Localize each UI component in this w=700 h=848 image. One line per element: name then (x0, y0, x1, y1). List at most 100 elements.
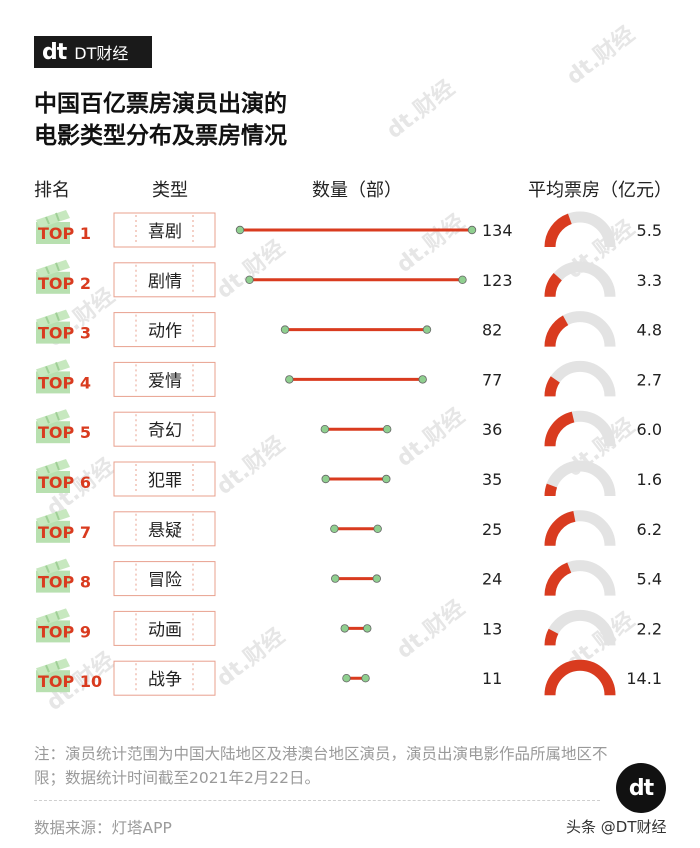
divider (34, 800, 600, 801)
rank-label: TOP 5 (38, 423, 91, 442)
rank-label: TOP 10 (38, 672, 102, 691)
clapper-stripe (45, 465, 50, 474)
genre-ticket (113, 361, 216, 397)
clapperboard-top (36, 558, 70, 577)
footnote: 注：演员统计范围为中国大陆地区及港澳台地区演员，演员出演电影作品所属地区不限；数… (34, 745, 608, 787)
chart-title: 中国百亿票房演员出演的 电影类型分布及票房情况 (34, 88, 287, 152)
clapper-stripe (55, 611, 60, 620)
gauge-track (544, 360, 616, 397)
count-value-label: 24 (482, 570, 502, 589)
avg-box-office-label: 5.5 (637, 221, 662, 240)
genre-label: 悬疑 (148, 521, 182, 541)
genre-label: 奇幻 (148, 421, 182, 441)
count-value-label: 25 (482, 520, 502, 539)
avg-box-office-label: 6.2 (637, 520, 662, 539)
genre-label: 动画 (148, 620, 182, 640)
credit: 头条 @DT财经 (566, 818, 667, 836)
clapper-stripe (55, 362, 60, 371)
gauge-track (544, 609, 616, 646)
count-bar-start-point (330, 524, 339, 533)
genre-label: 动作 (148, 322, 182, 342)
header-avg-box-office: 平均票房（亿元） (528, 180, 672, 201)
rank-label: TOP 7 (38, 523, 91, 542)
rank-label: TOP 6 (38, 473, 91, 492)
clapper-stripe (55, 461, 60, 471)
title-line-1: 中国百亿票房演员出演的 (34, 91, 287, 117)
rank-label: TOP 9 (38, 622, 91, 641)
clapper-stripe (55, 511, 60, 521)
rank-label: TOP 8 (38, 573, 91, 592)
rank-label: TOP 4 (38, 373, 91, 392)
clapperboard-icon (36, 508, 70, 543)
gauge-fill (544, 562, 572, 596)
clapperboard-body (36, 520, 70, 543)
clapper-stripe (45, 565, 50, 573)
clapperboard-top (36, 658, 70, 677)
count-value-label: 123 (482, 271, 513, 290)
clapperboard-top (36, 309, 70, 328)
clapperboard-icon (36, 359, 70, 394)
clapper-stripe (55, 561, 60, 570)
genre-ticket (113, 610, 216, 646)
genre-ticket (113, 411, 216, 447)
clapper-stripe (45, 615, 50, 623)
clapperboard-top (36, 608, 70, 627)
avg-box-office-label: 5.4 (637, 570, 662, 589)
logo-mark: dt (42, 39, 67, 65)
count-value-label: 134 (482, 221, 513, 240)
rank-label: TOP 2 (38, 274, 91, 293)
count-bar-end-point (467, 225, 477, 235)
gauge-fill (544, 315, 569, 347)
title-line-2: 电影类型分布及票房情况 (34, 123, 287, 149)
clapperboard-icon (36, 259, 70, 294)
clapper-stripe (55, 212, 60, 222)
count-bar-start-point (320, 425, 330, 434)
genre-ticket (113, 660, 216, 696)
avg-box-office-label: 1.6 (637, 470, 662, 489)
count-bar-start-point (331, 574, 340, 583)
data-source: 数据来源：灯塔APP (34, 819, 172, 837)
header-rank: 排名 (34, 180, 70, 201)
clapperboard-body (36, 222, 70, 244)
avg-box-office-label: 6.0 (637, 420, 662, 439)
count-bar-end-point (373, 524, 382, 533)
count-value-label: 11 (482, 669, 502, 688)
count-bar-end-point (372, 574, 381, 583)
clapperboard-body (36, 471, 70, 493)
clapper-stripe (45, 664, 50, 673)
gauge-track (544, 460, 616, 497)
gauge-fill (544, 483, 558, 497)
clapperboard-top (36, 210, 70, 228)
clapper-stripe (55, 312, 60, 321)
clapperboard-icon (36, 558, 70, 593)
count-bar-end-point (361, 674, 370, 683)
count-bar-start-point (235, 225, 245, 235)
clapperboard-icon (36, 608, 70, 643)
header-count: 数量（部） (312, 180, 402, 201)
gauge-fill (544, 659, 616, 696)
genre-label: 战争 (148, 670, 182, 690)
count-bar-end-point (363, 624, 372, 633)
gauge-fill (544, 510, 576, 547)
clapperboard-body (36, 321, 70, 344)
count-bar-end-point (382, 474, 391, 484)
clapperboard-top (36, 459, 70, 477)
genre-label: 冒险 (148, 571, 182, 591)
clapperboard-icon (36, 210, 70, 244)
clapperboard-top (36, 259, 70, 278)
clapperboard-body (36, 371, 70, 394)
genre-label: 爱情 (148, 371, 182, 391)
avg-box-office-label: 14.1 (626, 669, 662, 688)
clapper-stripe (45, 316, 50, 324)
clapperboard-top (36, 359, 70, 378)
rank-label: TOP 3 (38, 324, 91, 343)
count-bar-end-point (422, 325, 432, 334)
clapperboard-icon (36, 409, 70, 444)
clapperboard-icon (36, 658, 70, 693)
footer-logo-icon: dt (616, 763, 666, 813)
clapper-stripe (45, 515, 50, 524)
count-value-label: 82 (482, 321, 502, 340)
avg-box-office-label: 4.8 (637, 321, 662, 340)
genre-ticket (113, 212, 216, 248)
